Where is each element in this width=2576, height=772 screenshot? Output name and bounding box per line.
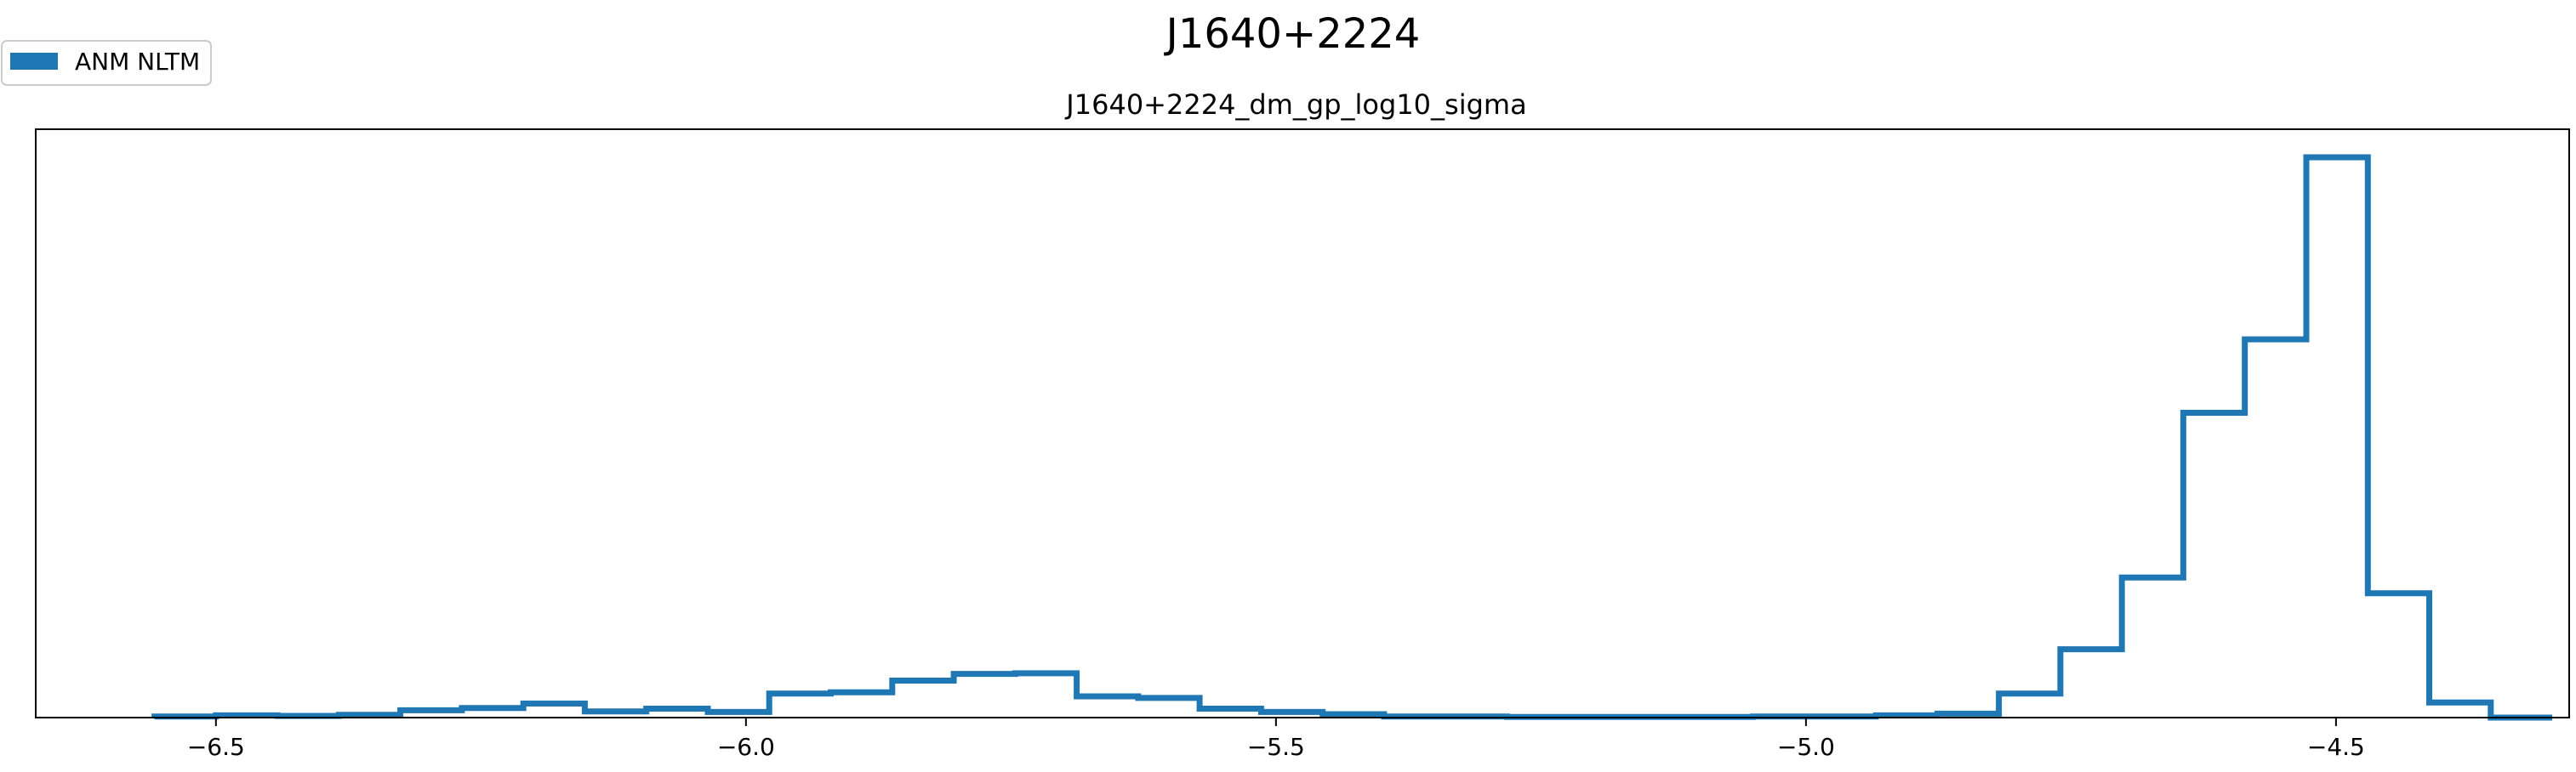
x-tick-label: −5.0: [1777, 733, 1835, 761]
plot-area: −6.5 −6.0 −5.5 −5.0 −4.5: [35, 128, 2570, 761]
legend-swatch: [10, 53, 58, 70]
x-tick-label: −6.0: [717, 733, 775, 761]
chart-title: J1640+2224_dm_gp_log10_sigma: [1064, 88, 1526, 121]
legend-label: ANM NLTM: [75, 48, 200, 76]
legend: ANM NLTM: [1, 40, 212, 86]
x-axis-ticks: −6.5 −6.0 −5.5 −5.0 −4.5: [187, 718, 2365, 761]
x-tick-label: −6.5: [187, 733, 245, 761]
axes-frame: [35, 128, 2570, 718]
legend-frame: [1, 40, 212, 86]
chart-suptitle: J1640+2224: [1164, 10, 1421, 58]
x-tick-label: −5.5: [1247, 733, 1305, 761]
x-tick-label: −4.5: [2307, 733, 2365, 761]
series-anm-nltm-step-line: [151, 154, 2553, 721]
